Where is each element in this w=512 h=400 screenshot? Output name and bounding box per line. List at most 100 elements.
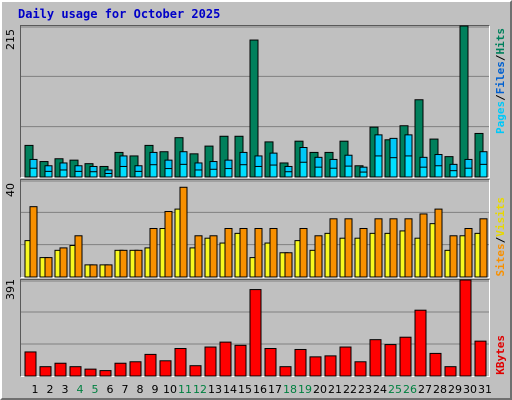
pages-bar <box>344 165 353 178</box>
day-label: 11 <box>178 383 192 396</box>
visits-bar <box>44 257 53 278</box>
visits-bar <box>464 228 473 278</box>
day-label: 29 <box>448 383 462 396</box>
visits-bar <box>164 211 173 278</box>
pages-bar <box>464 167 473 178</box>
kbytes-bar <box>24 351 37 377</box>
kbytes-bar <box>459 279 472 377</box>
day-label: 14 <box>223 383 237 396</box>
visits-bar <box>419 213 428 278</box>
day-label: 31 <box>478 383 492 396</box>
pages-bar <box>44 170 53 178</box>
visits-bar <box>389 218 398 278</box>
visits-bar <box>104 264 113 278</box>
day-label: 20 <box>313 383 327 396</box>
pages-bar <box>389 157 398 178</box>
pages-bar <box>434 165 443 178</box>
day-label: 22 <box>343 383 357 396</box>
kbytes-bar <box>144 353 157 377</box>
pages-bar <box>119 165 128 178</box>
kbytes-bar <box>369 339 382 377</box>
kbytes-bar <box>384 344 397 377</box>
visits-bar <box>314 235 323 278</box>
visits-bar <box>284 252 293 278</box>
pages-bar <box>59 169 68 178</box>
visits-bar <box>149 228 158 278</box>
day-label: 1 <box>32 383 39 396</box>
hits-bar <box>249 39 259 178</box>
visits-bar <box>359 228 368 278</box>
kbytes-bar <box>474 340 487 377</box>
pages-bar <box>254 165 263 178</box>
pages-bar <box>104 172 113 178</box>
pages-bar <box>404 155 413 178</box>
hits-bar <box>219 135 229 178</box>
hits-bar <box>414 99 424 178</box>
pages-bar <box>449 170 458 178</box>
day-label: 7 <box>122 383 129 396</box>
kbytes-bar <box>204 346 217 377</box>
day-label: 30 <box>463 383 477 396</box>
visits-bar <box>329 218 338 278</box>
day-label: 3 <box>62 383 69 396</box>
visits-bar <box>224 228 233 278</box>
kbytes-bar <box>279 366 292 377</box>
kbytes-bar <box>234 344 247 377</box>
pages-bar <box>479 163 488 178</box>
visits-bar <box>74 235 83 278</box>
day-label: 24 <box>373 383 387 396</box>
chart-title: Daily usage for October 2025 <box>18 7 221 21</box>
pages-bar <box>209 168 218 178</box>
day-label: 18 <box>283 383 297 396</box>
kbytes-bar <box>414 309 427 377</box>
day-label: 28 <box>433 383 447 396</box>
pages-bar <box>284 171 293 178</box>
pages-bar <box>179 163 188 178</box>
kbytes-bar <box>429 352 442 377</box>
kbytes-bar <box>129 361 142 377</box>
kbytes-bar <box>294 348 307 377</box>
visits-bar <box>374 218 383 278</box>
visits-bar <box>179 186 188 278</box>
hits-bar <box>459 25 469 178</box>
visits-bar <box>119 249 128 278</box>
visits-bar <box>254 228 263 278</box>
pages-bar <box>134 170 143 178</box>
visits-bar <box>299 228 308 278</box>
pages-bar <box>329 167 338 178</box>
kbytes-bar <box>399 336 412 377</box>
pages-bar <box>89 171 98 178</box>
visits-bar <box>404 218 413 278</box>
visits-bar <box>449 235 458 278</box>
visits-bar <box>209 235 218 278</box>
day-label: 5 <box>92 383 99 396</box>
day-label: 25 <box>388 383 402 396</box>
day-label: 12 <box>193 383 207 396</box>
day-label: 13 <box>208 383 222 396</box>
day-label: 9 <box>152 383 159 396</box>
kbytes-bar <box>354 361 367 377</box>
kbytes-bar <box>39 366 52 377</box>
kbytes-bar <box>444 366 457 377</box>
kbytes-bar <box>249 289 262 377</box>
pages-bar <box>239 164 248 178</box>
day-label: 17 <box>268 383 282 396</box>
kbytes-bar <box>339 346 352 377</box>
pages-bar <box>269 164 278 178</box>
pages-bar <box>149 164 158 178</box>
pages-bar <box>314 166 323 178</box>
day-label: 16 <box>253 383 267 396</box>
visits-bar <box>269 228 278 278</box>
kbytes-bar <box>69 366 82 377</box>
kbytes-bar <box>114 362 127 377</box>
pages-bar <box>164 168 173 178</box>
visits-bar <box>59 247 68 278</box>
visits-bar <box>479 218 488 278</box>
day-label: 21 <box>328 383 342 396</box>
kbytes-bar <box>174 348 187 377</box>
visits-bar <box>29 206 38 278</box>
kbytes-bar <box>264 348 277 377</box>
day-label: 23 <box>358 383 372 396</box>
pages-bar <box>224 168 233 178</box>
